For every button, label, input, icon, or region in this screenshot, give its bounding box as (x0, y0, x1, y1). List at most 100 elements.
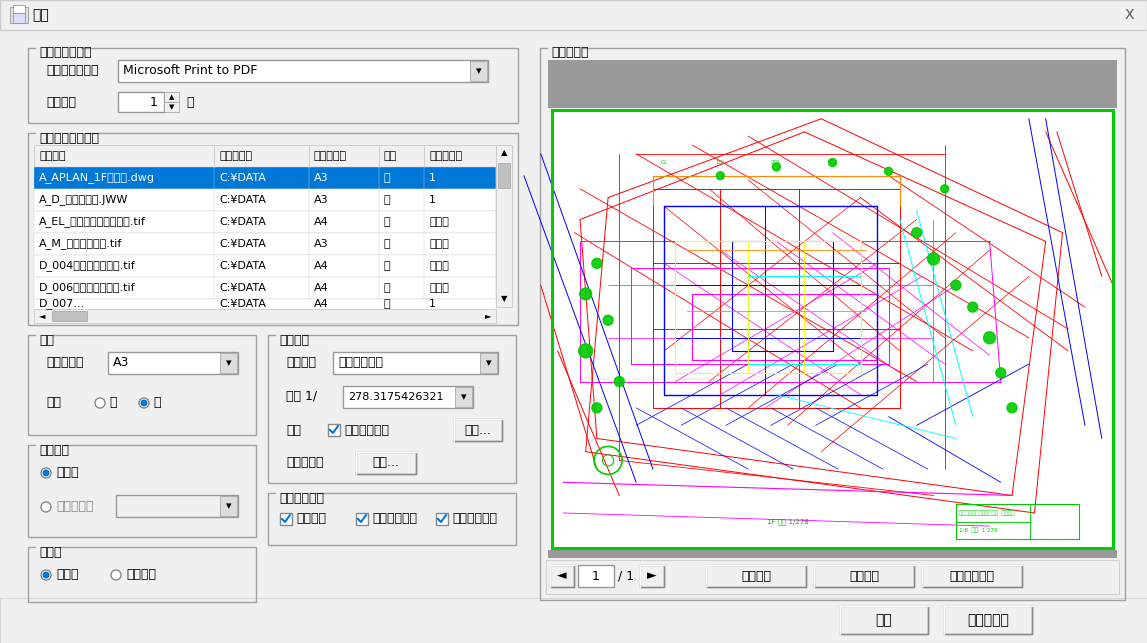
Text: GL: GL (661, 160, 668, 165)
Text: キャンセル: キャンセル (967, 613, 1009, 627)
Bar (34, 189, 496, 211)
Text: カラー: カラー (56, 568, 78, 581)
Text: 縦: 縦 (109, 397, 117, 410)
Bar (28, 547, 256, 602)
Text: D_004新築平面詳細図.tif: D_004新築平面詳細図.tif (39, 260, 135, 271)
Text: 1: 1 (150, 96, 158, 109)
Text: フッター設定: フッター設定 (279, 491, 323, 505)
Circle shape (884, 167, 892, 176)
Bar (552, 110, 1113, 548)
Bar (268, 493, 516, 545)
Bar (548, 47, 582, 59)
Text: 詳細設定: 詳細設定 (279, 334, 309, 347)
Bar (454, 419, 502, 441)
Text: C:¥DATA: C:¥DATA (219, 299, 266, 309)
Text: すべて: すべて (429, 261, 448, 271)
Bar (164, 92, 179, 102)
Bar (116, 495, 237, 517)
Text: ►: ► (485, 311, 491, 320)
Text: ▾: ▾ (461, 392, 467, 402)
Text: C:¥DATA: C:¥DATA (219, 239, 266, 249)
Circle shape (996, 368, 1006, 378)
Bar (548, 550, 1117, 558)
Text: 出力空間: 出力空間 (39, 444, 69, 457)
Circle shape (41, 468, 50, 478)
Circle shape (941, 185, 949, 193)
Text: C:¥DATA: C:¥DATA (219, 195, 266, 205)
Text: 1F 縮尺 1/278: 1F 縮尺 1/278 (766, 518, 809, 525)
Text: ▾: ▾ (486, 358, 492, 368)
Text: 縦: 縦 (384, 283, 391, 293)
Circle shape (592, 258, 602, 268)
Text: プリンター設定: プリンター設定 (39, 46, 92, 60)
Text: ファイル名称: ファイル名称 (452, 512, 497, 525)
Bar (36, 334, 53, 346)
Text: 2GL: 2GL (771, 160, 782, 165)
Text: 3GL: 3GL (827, 160, 837, 165)
Bar (34, 167, 496, 189)
Circle shape (772, 163, 780, 171)
Text: A_D_平面詳細図.JWW: A_D_平面詳細図.JWW (39, 195, 128, 206)
Circle shape (1007, 403, 1017, 413)
Bar (840, 606, 928, 634)
Bar (496, 189, 512, 211)
Bar (436, 513, 448, 525)
Text: 1: 1 (429, 299, 436, 309)
Text: ▲: ▲ (170, 94, 174, 100)
Bar (108, 352, 237, 374)
Text: 選択解除: 選択解除 (849, 570, 879, 583)
Text: 印刷: 印刷 (32, 8, 49, 22)
Text: 横: 横 (384, 261, 391, 271)
Bar (268, 335, 516, 483)
Bar (36, 546, 58, 558)
Text: ▾: ▾ (226, 501, 232, 511)
Circle shape (615, 377, 624, 386)
Bar (814, 565, 914, 587)
Text: すべて: すべて (429, 217, 448, 227)
Text: A4: A4 (314, 299, 329, 309)
Text: ファイルパス: ファイルパス (372, 512, 418, 525)
Text: ▾: ▾ (476, 66, 482, 76)
Text: Microsoft Print to PDF: Microsoft Print to PDF (123, 64, 257, 78)
Text: 設定...: 設定... (373, 457, 399, 469)
Text: 1: 1 (429, 195, 436, 205)
Text: A_EL_エレベーター平面図.tif: A_EL_エレベーター平面図.tif (39, 217, 146, 228)
Bar (496, 255, 512, 277)
Text: モデル: モデル (56, 467, 78, 480)
Text: モノクロ: モノクロ (126, 568, 156, 581)
Bar (496, 211, 512, 233)
Text: プレビュー: プレビュー (551, 46, 588, 60)
Bar (34, 309, 496, 323)
Bar (34, 299, 496, 310)
Bar (479, 353, 497, 373)
Circle shape (41, 502, 50, 512)
Text: A4: A4 (314, 217, 329, 227)
Text: ▼: ▼ (501, 294, 507, 303)
Text: 1GL: 1GL (715, 160, 726, 165)
Text: D_007...: D_007... (39, 298, 85, 309)
Text: ▾: ▾ (226, 358, 232, 368)
Bar (34, 211, 496, 233)
Bar (333, 352, 498, 374)
Text: A4: A4 (314, 261, 329, 271)
Bar (540, 48, 1125, 600)
Bar (280, 513, 292, 525)
Text: C:¥DATA: C:¥DATA (219, 261, 266, 271)
Bar (28, 445, 256, 537)
Circle shape (111, 570, 120, 580)
Bar (118, 60, 487, 82)
Text: 縮尺指定印刷: 縮尺指定印刷 (338, 356, 383, 370)
Circle shape (139, 398, 149, 408)
Bar (34, 233, 496, 255)
Bar (552, 110, 1113, 548)
Bar (276, 492, 315, 504)
Text: 用紙サイズ: 用紙サイズ (314, 151, 348, 161)
Bar (34, 255, 496, 277)
Text: 印刷部数: 印刷部数 (46, 96, 76, 109)
Text: 横: 横 (384, 299, 391, 309)
Bar (34, 145, 496, 167)
Bar (276, 334, 304, 346)
Text: / 1: / 1 (618, 570, 634, 583)
Text: ▲: ▲ (501, 149, 507, 158)
Text: ▼: ▼ (170, 104, 174, 110)
